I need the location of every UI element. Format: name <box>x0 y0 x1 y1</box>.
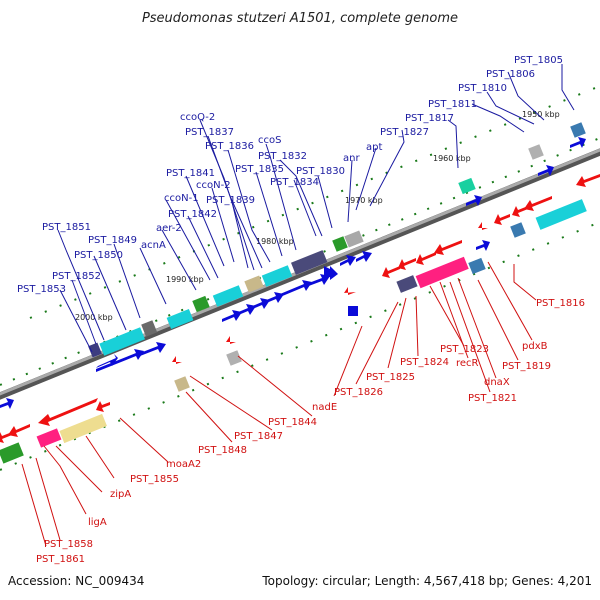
gene-label: PST_1842 <box>168 209 217 220</box>
forward-feature-bands <box>88 122 586 392</box>
gene-label: PST_1821 <box>468 393 517 404</box>
gene-label: PST_1817 <box>405 113 454 124</box>
reverse-feature-bands <box>0 199 587 464</box>
gene-label: pdxB <box>522 341 548 352</box>
gene-label: aer-2 <box>156 223 182 234</box>
gene-label: PST_1853 <box>17 284 66 295</box>
gene-label: PST_1858 <box>44 539 93 550</box>
kbp-label-2000: 2000 kbp <box>75 313 113 322</box>
gene-label: PST_1839 <box>206 195 255 206</box>
accession-text: Accession: NC_009434 <box>8 574 144 588</box>
gene-label: PST_1850 <box>74 250 123 261</box>
gene-label: PST_1819 <box>502 361 551 372</box>
gene-label: PST_1806 <box>486 69 535 80</box>
forward-gene-labels: PST_1805 PST_1806 PST_1810 PST_1811 PST_… <box>17 55 575 353</box>
gene-label: zipA <box>110 489 131 500</box>
gene-label: PST_1841 <box>166 168 215 179</box>
scale-track-forward <box>29 85 600 319</box>
gene-label: PST_1834 <box>270 177 319 188</box>
kbp-label-1990: 1990 kbp <box>166 275 204 284</box>
gene-label: ccoN-2 <box>196 180 231 191</box>
kbp-label-1980: 1980 kbp <box>256 237 294 246</box>
kbp-markers: 2000 kbp 1990 kbp 1980 kbp 1970 kbp 1960… <box>75 110 560 322</box>
gene-label: PST_1861 <box>36 554 85 565</box>
kbp-label-1950: 1950 kbp <box>522 110 560 119</box>
gene-label: ccoN-1 <box>164 193 199 204</box>
gene-label: ccoQ-2 <box>180 112 215 123</box>
gene-label: PST_1852 <box>52 271 101 282</box>
gene-label: ccoS <box>258 135 281 146</box>
forward-gene-arrows <box>0 137 586 409</box>
kbp-label-1970: 1970 kbp <box>345 196 383 205</box>
gene-label: recR <box>456 358 479 369</box>
gene-label: PST_1824 <box>400 357 449 368</box>
gene-label: PST_1826 <box>334 387 383 398</box>
map-title: Pseudomonas stutzeri A1501, complete gen… <box>142 11 458 26</box>
genome-summary: Topology: circular; Length: 4,567,418 bp… <box>261 574 592 588</box>
gene-label: anr <box>343 153 360 164</box>
gene-label: PST_1849 <box>88 235 137 246</box>
gene-label: PST_1851 <box>42 222 91 233</box>
gene-label: PST_1805 <box>514 55 563 66</box>
gene-label: apt <box>366 142 382 153</box>
gene-label: PST_1848 <box>198 445 247 456</box>
kbp-label-1960: 1960 kbp <box>433 154 471 163</box>
gene-label: PST_1816 <box>536 298 585 309</box>
gene-label: PST_1823 <box>440 344 489 355</box>
gene-label: dnaX <box>484 377 510 388</box>
gene-label: PST_1810 <box>458 83 507 94</box>
reverse-gene-arrows <box>0 174 600 443</box>
gene-label: PST_1827 <box>380 127 429 138</box>
gene-label: ligA <box>88 517 107 528</box>
gene-label: PST_1836 <box>205 141 254 152</box>
gene-label: PST_1855 <box>130 474 179 485</box>
gene-label: PST_1835 <box>235 164 284 175</box>
gene-label: PST_1832 <box>258 151 307 162</box>
gene-label: PST_1847 <box>234 431 283 442</box>
gene-label: PST_1830 <box>296 166 345 177</box>
gene-label: PST_1811 <box>428 99 477 110</box>
gene-label: PST_1837 <box>185 127 234 138</box>
gene-label: PST_1825 <box>366 372 415 383</box>
gene-label: moaA2 <box>166 459 201 470</box>
reverse-gene-labels: PST_1816 pdxB PST_1819 PST_1821 dnaX rec… <box>21 261 585 565</box>
gene-label: acnA <box>141 240 166 251</box>
gene-label: nadE <box>312 402 337 413</box>
gene-label: PST_1844 <box>268 417 317 428</box>
